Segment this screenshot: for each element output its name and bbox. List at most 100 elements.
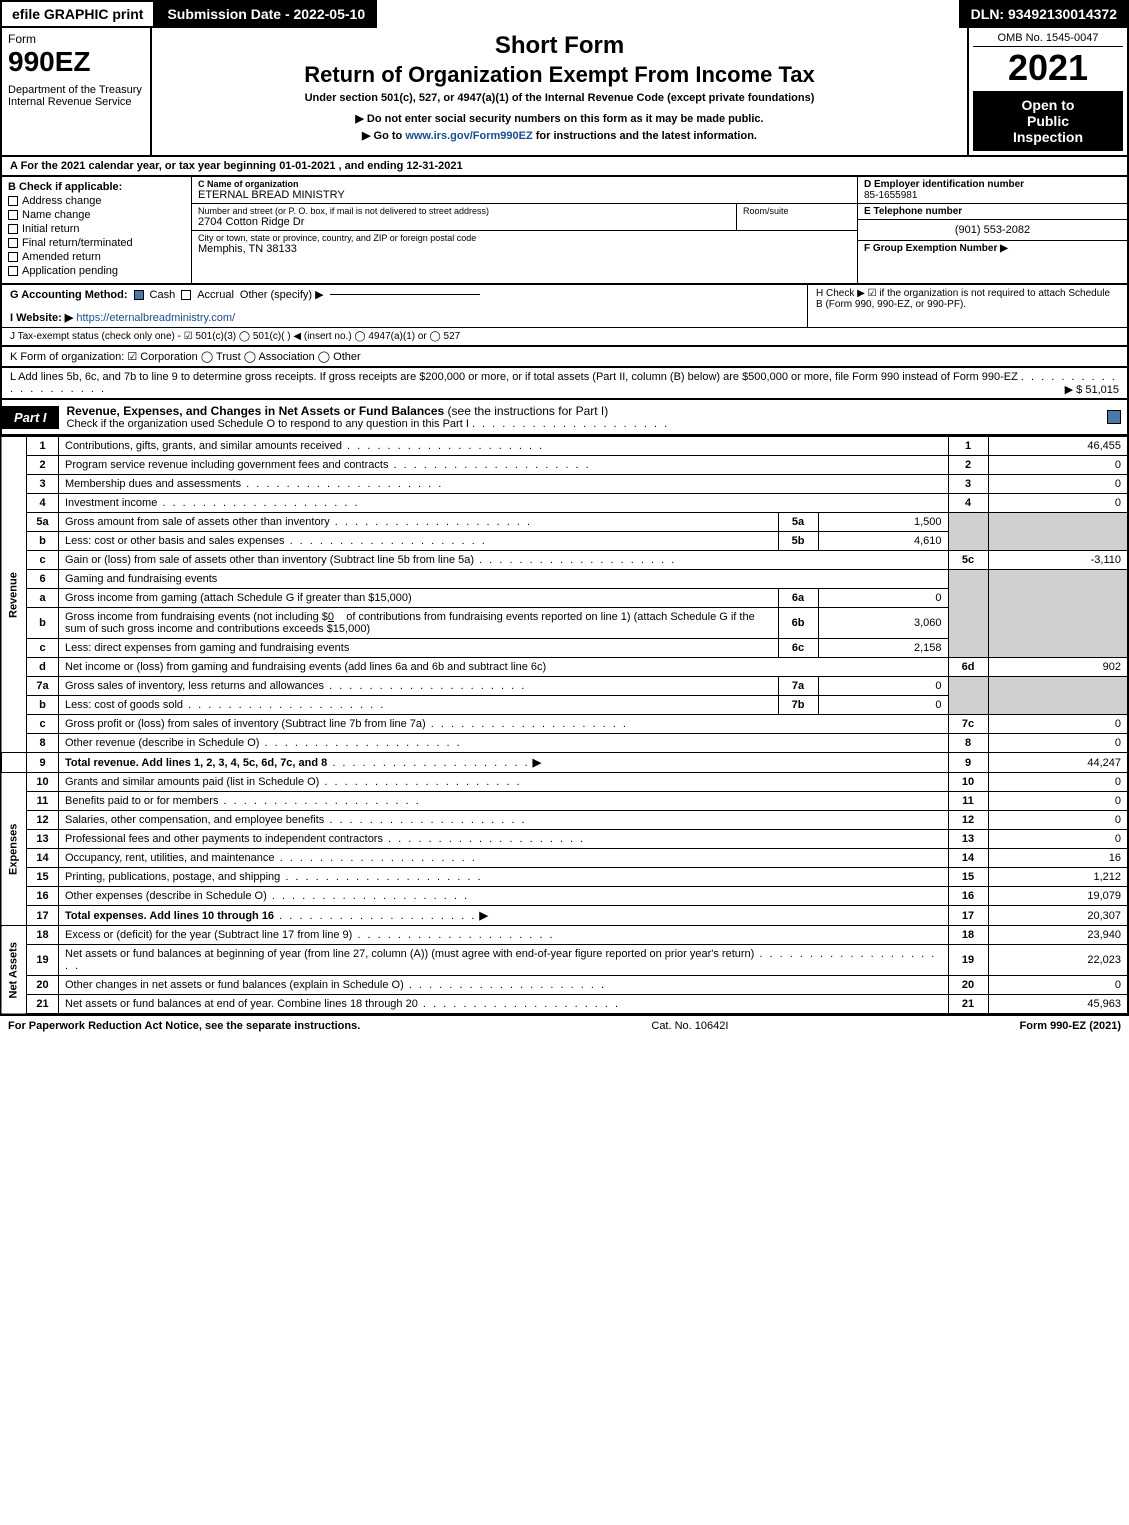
dln: DLN: 93492130014372 <box>959 0 1129 28</box>
ln-20-desc: Other changes in net assets or fund bala… <box>65 979 404 991</box>
form-label: Form <box>8 32 144 46</box>
g-cash: Cash <box>150 289 176 301</box>
chk-accrual[interactable] <box>181 290 191 300</box>
ln-15-mn: 15 <box>948 868 988 887</box>
ln-7b-sn: 7b <box>778 696 818 715</box>
ln-6d-val: 902 <box>988 658 1128 677</box>
g-label: G Accounting Method: <box>10 289 128 301</box>
b-header: B Check if applicable: <box>8 181 185 193</box>
ein-value: 85-1655981 <box>864 190 1121 201</box>
part1-schedule-o-chk[interactable] <box>1107 410 1121 424</box>
ln-11-desc: Benefits paid to or for members <box>65 795 218 807</box>
ln-7a-sn: 7a <box>778 677 818 696</box>
ln-10-val: 0 <box>988 773 1128 792</box>
ln-8-mn: 8 <box>948 734 988 753</box>
ln-12-mn: 12 <box>948 811 988 830</box>
opt-name-change: Name change <box>22 209 91 221</box>
city-label: City or town, state or province, country… <box>198 233 851 243</box>
ln-9-val: 44,247 <box>988 753 1128 773</box>
opt-application-pending: Application pending <box>22 265 118 277</box>
footer-formid: Form 990-EZ (2021) <box>1020 1020 1121 1032</box>
ln-21-val: 45,963 <box>988 995 1128 1015</box>
ln-7c-num: c <box>27 715 59 734</box>
ln-6b-desc: Gross income from fundraising events (no… <box>59 608 779 639</box>
ln-3-num: 3 <box>27 475 59 494</box>
irs-label: Internal Revenue Service <box>8 96 144 108</box>
ln-6-desc: Gaming and fundraising events <box>59 570 949 589</box>
chk-amended-return[interactable] <box>8 252 18 262</box>
ln-9-num: 9 <box>27 753 59 773</box>
ln-4-val: 0 <box>988 494 1128 513</box>
footer-paperwork: For Paperwork Reduction Act Notice, see … <box>8 1020 360 1032</box>
part1-tab: Part I <box>2 406 59 429</box>
ln-17-mn: 17 <box>948 906 988 926</box>
i-label: I Website: ▶ <box>10 312 73 324</box>
ln-5a-sv: 1,500 <box>818 513 948 532</box>
ln-17-desc: Total expenses. Add lines 10 through 16 <box>65 910 274 922</box>
ln-9-mn: 9 <box>948 753 988 773</box>
ln-6a-sn: 6a <box>778 589 818 608</box>
ln-20-val: 0 <box>988 976 1128 995</box>
chk-cash[interactable] <box>134 290 144 300</box>
omb-number: OMB No. 1545-0047 <box>973 32 1123 47</box>
open-inspection-box: Open to Public Inspection <box>973 91 1123 151</box>
ln-20-num: 20 <box>27 976 59 995</box>
l-value: ▶ $ 51,015 <box>1065 383 1119 396</box>
form-number: 990EZ <box>8 46 144 78</box>
ln-17-val: 20,307 <box>988 906 1128 926</box>
org-name: ETERNAL BREAD MINISTRY <box>198 189 851 201</box>
chk-address-change[interactable] <box>8 196 18 206</box>
ln-6d-desc: Net income or (loss) from gaming and fun… <box>59 658 949 677</box>
ln-7b-desc: Less: cost of goods sold <box>65 699 183 711</box>
ln-8-num: 8 <box>27 734 59 753</box>
ln-11-mn: 11 <box>948 792 988 811</box>
irs-link[interactable]: www.irs.gov/Form990EZ <box>405 130 532 142</box>
ln-18-desc: Excess or (deficit) for the year (Subtra… <box>65 929 352 941</box>
ln-5b-num: b <box>27 532 59 551</box>
ln-8-desc: Other revenue (describe in Schedule O) <box>65 737 259 749</box>
ln-6b-num: b <box>27 608 59 639</box>
ln-1-desc: Contributions, gifts, grants, and simila… <box>65 440 342 452</box>
ln-7b-sv: 0 <box>818 696 948 715</box>
ln-6d-mn: 6d <box>948 658 988 677</box>
ln-7b-num: b <box>27 696 59 715</box>
k-form-org: K Form of organization: ☑ Corporation ◯ … <box>0 347 1129 368</box>
netassets-side-label: Net Assets <box>1 926 27 1015</box>
ln-21-mn: 21 <box>948 995 988 1015</box>
ln-1-num: 1 <box>27 437 59 456</box>
ln-6a-sv: 0 <box>818 589 948 608</box>
ln-10-desc: Grants and similar amounts paid (list in… <box>65 776 319 788</box>
subtitle: Under section 501(c), 527, or 4947(a)(1)… <box>160 92 959 104</box>
org-city: Memphis, TN 38133 <box>198 243 851 255</box>
ln-6d-num: d <box>27 658 59 677</box>
ln-8-val: 0 <box>988 734 1128 753</box>
ln-10-mn: 10 <box>948 773 988 792</box>
chk-initial-return[interactable] <box>8 224 18 234</box>
ln-13-val: 0 <box>988 830 1128 849</box>
l-gross-receipts: L Add lines 5b, 6c, and 7b to line 9 to … <box>0 368 1129 400</box>
ln-14-val: 16 <box>988 849 1128 868</box>
org-address: 2704 Cotton Ridge Dr <box>198 216 730 228</box>
chk-application-pending[interactable] <box>8 266 18 276</box>
ln-6b-sv: 3,060 <box>818 608 948 639</box>
efile-print-button[interactable]: efile GRAPHIC print <box>0 0 155 28</box>
g-accrual: Accrual <box>197 289 234 301</box>
ln-2-mn: 2 <box>948 456 988 475</box>
ln-2-desc: Program service revenue including govern… <box>65 459 388 471</box>
website-link[interactable]: https://eternalbreadministry.com/ <box>76 312 235 324</box>
ln-12-desc: Salaries, other compensation, and employ… <box>65 814 324 826</box>
ln-14-desc: Occupancy, rent, utilities, and maintena… <box>65 852 275 864</box>
ln-3-val: 0 <box>988 475 1128 494</box>
ln-9-desc: Total revenue. Add lines 1, 2, 3, 4, 5c,… <box>65 757 327 769</box>
ln-18-mn: 18 <box>948 926 988 945</box>
chk-name-change[interactable] <box>8 210 18 220</box>
ln-19-val: 22,023 <box>988 945 1128 976</box>
opt-address-change: Address change <box>22 195 102 207</box>
f-group-exemption: F Group Exemption Number ▶ <box>858 241 1127 283</box>
ln-15-desc: Printing, publications, postage, and shi… <box>65 871 280 883</box>
ln-19-num: 19 <box>27 945 59 976</box>
return-title: Return of Organization Exempt From Incom… <box>160 62 959 88</box>
chk-final-return[interactable] <box>8 238 18 248</box>
revenue-side-label: Revenue <box>1 437 27 753</box>
short-form-title: Short Form <box>160 32 959 60</box>
